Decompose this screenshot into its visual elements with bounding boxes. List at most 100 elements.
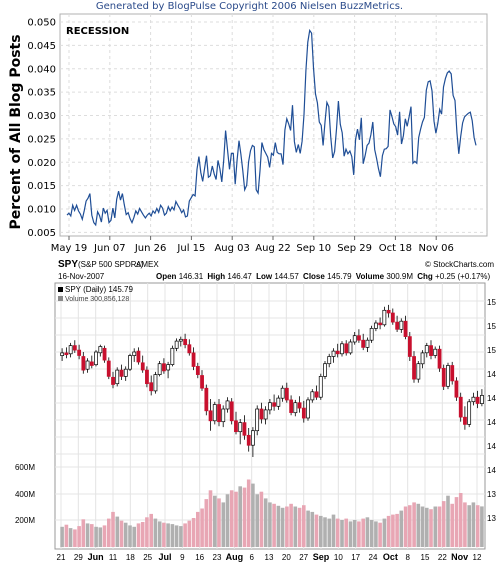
spy-candle-body: [306, 399, 310, 419]
spy-candle-body: [407, 336, 412, 357]
spy-x-tick-label: Nov: [451, 552, 468, 562]
spy-candle-body: [85, 360, 90, 370]
spy-candle-body: [162, 363, 166, 372]
blogpulse-x-tick-label: Sep 10: [296, 243, 331, 254]
spy-volume-bar: [467, 505, 471, 548]
blogpulse-y-tick-label: 0.035: [27, 88, 56, 99]
spy-volume-bar: [200, 508, 204, 547]
spy-volume-bar: [128, 525, 132, 547]
spy-candle-body: [77, 349, 82, 356]
spy-candle-body: [441, 367, 446, 387]
spy-candle-body: [403, 320, 408, 337]
spy-candle-body: [378, 322, 383, 326]
spy-candle-body: [123, 368, 128, 377]
spy-volume-bar: [85, 523, 90, 547]
spy-candle-body: [102, 347, 107, 361]
credit-line: Generated by BlogPulse Copyright 2006 Ni…: [95, 1, 404, 12]
spy-volume-bar: [276, 505, 281, 547]
spy-candle-body: [255, 408, 260, 432]
blogpulse-y-axis-label: Percent of All Blog Posts: [8, 34, 24, 229]
spy-candle-body: [106, 360, 111, 377]
blogpulse-y-tick-label: 0.040: [27, 64, 56, 75]
spy-volume-bar: [196, 511, 200, 547]
spy-candle-body: [280, 387, 285, 399]
blogpulse-series: [66, 28, 477, 227]
spy-volume-bar: [437, 506, 442, 547]
spy-volume-bar: [115, 516, 120, 547]
spy-right-axis-label: 13: [487, 490, 496, 499]
spy-volume-bar: [225, 494, 230, 547]
spy-candle-body: [446, 365, 450, 387]
spy-candle-body: [89, 361, 94, 366]
open-label: Open: [156, 272, 177, 281]
legend-volume: Volume 300,856,128: [65, 296, 129, 303]
spy-volume-bar: [272, 503, 276, 547]
spy-candle-body: [382, 309, 387, 326]
spy-volume-bar: [420, 506, 425, 547]
spy-x-tick-label: 23: [213, 553, 222, 562]
spy-x-tick-label: 8: [405, 553, 410, 562]
spy-volume-bar: [463, 502, 467, 547]
spy-candle-body: [98, 346, 103, 354]
spy-legend: SPY (Daily) 145.79 Volume 300,856,128: [58, 285, 133, 303]
spy-x-tick-label: 10: [334, 553, 343, 562]
spy-volume-tick-label: 600M: [15, 463, 35, 472]
spy-x-tick-label: 13: [265, 553, 274, 562]
spy-volume-bar: [399, 510, 404, 548]
volume-value: 300.9M: [386, 272, 413, 281]
blogpulse-y-tick-label: 0.030: [27, 111, 56, 122]
spy-candle-body: [242, 422, 247, 436]
spy-volume-bar: [153, 518, 158, 547]
spy-volume-bar: [119, 520, 124, 547]
spy-volume-bar: [229, 490, 234, 547]
spy-candle-body: [475, 396, 480, 404]
blogpulse-chart-title: RECESSION: [66, 26, 129, 37]
spy-candle-body: [416, 363, 421, 380]
spy-volume-bar: [251, 483, 255, 548]
spy-candle-body: [450, 365, 455, 382]
blogpulse-y-ticks: 0.005 0.010 0.015 0.020 0.025 0.030 0.035 0.040…: [27, 18, 56, 239]
spy-x-tick-label: 9: [180, 553, 185, 562]
spy-volume-bar: [412, 502, 416, 547]
spy-candle-body: [72, 345, 77, 351]
spy-candle-body: [276, 397, 281, 407]
spy-volume-bar: [374, 521, 378, 548]
spy-volume-bar: [297, 507, 302, 547]
blogpulse-x-ticks: May 19 Jun 07 Jun 26 Jul 15 Aug 03 Aug 22 Sep …: [51, 236, 454, 254]
spy-right-axis-label: 15: [487, 346, 496, 355]
spy-candle-body: [204, 387, 209, 412]
spy-candle-body: [183, 338, 188, 346]
spy-volume-bar: [170, 524, 175, 548]
spy-symbol: SPY: [58, 259, 78, 270]
spy-volume-bar: [395, 513, 399, 547]
spy-volume-tick-label: 400M: [15, 490, 35, 499]
spy-candle-body: [157, 363, 162, 375]
blogpulse-x-tick-label: Aug 22: [255, 243, 290, 254]
spy-volume-bar: [403, 506, 408, 547]
spy-candles: [60, 304, 484, 457]
spy-volume-bar: [136, 523, 141, 547]
spy-volume-bar: [361, 518, 365, 547]
spy-right-axis-label: 14: [487, 442, 496, 451]
blogpulse-x-tick-label: Nov 06: [418, 243, 453, 254]
spy-volume-bar: [259, 491, 264, 548]
spy-candle-body: [323, 363, 327, 377]
spy-candle-body: [246, 434, 251, 446]
spy-right-axis-label: 15: [487, 322, 496, 331]
spy-volume-bar: [94, 526, 98, 548]
spy-candle-body: [361, 339, 366, 348]
spy-volume-bar: [378, 522, 382, 547]
spy-candle-body: [195, 366, 200, 375]
spy-candle-body: [348, 341, 353, 354]
spy-volume-bar: [331, 514, 336, 547]
spy-candle-body: [327, 356, 332, 365]
spy-x-tick-label: Oct: [383, 552, 398, 562]
spy-candle-body: [386, 309, 391, 314]
blogpulse-x-tick-label: May 19: [51, 243, 88, 254]
spy-candle-body: [259, 408, 264, 420]
spy-right-axis-label: 13: [487, 514, 496, 523]
spy-volume-bar: [450, 503, 454, 547]
spy-volume-bar: [289, 503, 293, 547]
blogpulse-series-line: [66, 28, 477, 227]
spy-candle-body: [374, 322, 378, 329]
